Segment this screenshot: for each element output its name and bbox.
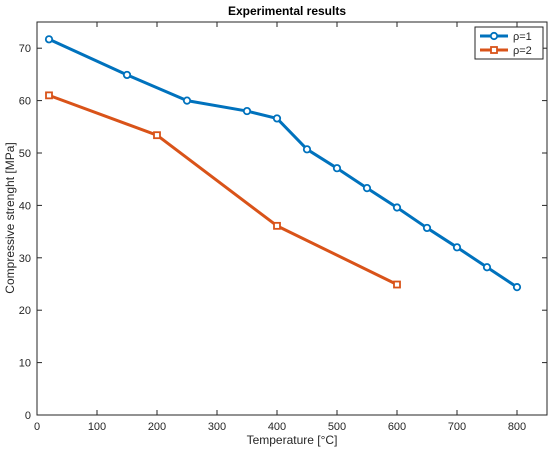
- series-layer: [44, 35, 522, 292]
- data-point: [422, 223, 432, 233]
- data-point: [45, 91, 53, 100]
- data-point: [452, 243, 462, 252]
- series-line: [48, 93, 398, 286]
- x-tick-label: 700: [448, 421, 466, 433]
- data-point: [512, 283, 522, 292]
- x-tick-label: 500: [328, 421, 346, 433]
- data-point: [362, 184, 372, 193]
- data-point: [153, 131, 161, 140]
- data-point: [182, 96, 192, 105]
- plot-frame: [36, 21, 548, 416]
- y-axis-title: Compressive strenght [MPa]: [3, 142, 17, 293]
- data-point: [392, 203, 402, 212]
- legend-box: [474, 26, 544, 60]
- legend: ρ=1ρ=2: [474, 26, 544, 60]
- x-axis-title: Temperature [°C]: [247, 433, 338, 447]
- x-tick-label: 300: [208, 421, 226, 433]
- x-tick-label: 0: [34, 421, 40, 433]
- series-2: [45, 91, 401, 289]
- legend-label: ρ=1: [513, 31, 532, 43]
- data-point: [122, 70, 132, 80]
- y-tick-label: 40: [19, 200, 31, 212]
- data-point: [242, 106, 252, 116]
- legend-entry-1: ρ=1: [480, 31, 532, 43]
- legend-entry-2: ρ=2: [480, 45, 532, 57]
- x-tick-label: 100: [88, 421, 106, 433]
- x-tick-label: 800: [508, 421, 526, 433]
- y-tick-label: 10: [19, 358, 31, 370]
- y-tick-label: 60: [19, 96, 31, 108]
- legend-marker: [490, 46, 498, 54]
- data-point: [302, 145, 312, 154]
- data-point: [332, 164, 342, 173]
- data-point: [393, 280, 401, 289]
- y-tick-label: 20: [19, 305, 31, 317]
- data-point: [482, 263, 492, 272]
- y-tick-label: 70: [19, 43, 31, 55]
- data-point: [44, 35, 54, 44]
- ticks: 0 100 200 300 400 500 600 700 800 0 10 20 30 40 50 60 70: [19, 22, 547, 433]
- data-point: [273, 221, 281, 230]
- plot-area: [37, 22, 547, 415]
- legend-label: ρ=2: [513, 45, 532, 57]
- y-tick-label: 50: [19, 148, 31, 160]
- x-tick-label: 200: [148, 421, 166, 433]
- legend-marker: [489, 31, 499, 41]
- y-tick-label: 30: [19, 253, 31, 265]
- x-tick-label: 600: [388, 421, 406, 433]
- y-tick-label: 0: [25, 410, 31, 422]
- series-1: [44, 35, 522, 292]
- chart-title: Experimental results: [228, 4, 346, 18]
- data-point: [272, 114, 282, 123]
- x-tick-label: 400: [268, 421, 286, 433]
